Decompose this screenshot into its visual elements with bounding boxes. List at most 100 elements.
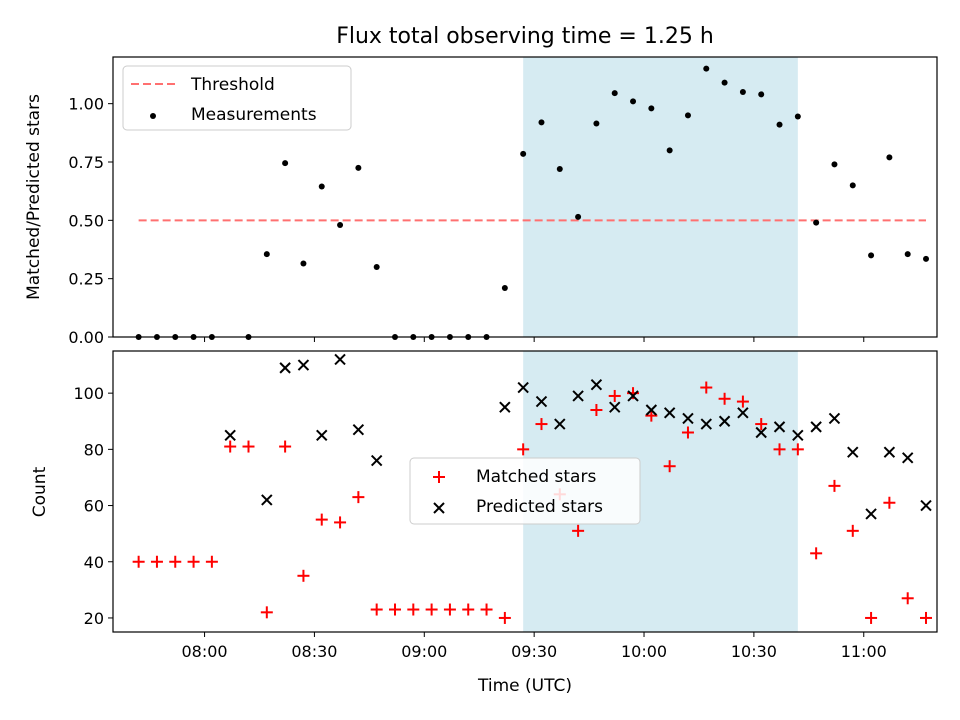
bottom-series-1 [132, 381, 933, 624]
bottom-series-1-point-38 [810, 547, 823, 560]
bottom-series-2-point-3-b [279, 362, 291, 374]
bottom-series-2-point-1 [224, 429, 236, 442]
bottom-series-1-point-17 [425, 603, 438, 616]
bottom-series-2-point-27 [828, 412, 841, 425]
top-series-1-point-14 [373, 264, 380, 270]
top-legend-box [122, 65, 352, 131]
top-axes-frame [112, 56, 938, 338]
bottom-series-2-point-16 [627, 390, 639, 402]
bottom-series-2-point-9-b [499, 401, 511, 413]
bottom-series-1-point-41 [865, 611, 878, 624]
top-series-1-point-37 [794, 113, 801, 120]
bottom-series-2-point-20-b [700, 418, 712, 430]
bottom-series-1-point-14 [370, 603, 383, 616]
bottom-series-2-point-6-b [334, 353, 346, 366]
top-series-1-point-43 [904, 251, 911, 258]
top-series-1-point-42 [886, 154, 893, 161]
top-y-tick-label-4: 0.75 [68, 153, 104, 172]
bottom-series-1-point-10 [297, 569, 310, 582]
bottom-y-tick-label-4: 80 [84, 440, 104, 459]
top-series-1-point-32 [703, 65, 710, 72]
bottom-series-2-point-13 [572, 390, 584, 402]
bottom-series-2-point-26 [810, 421, 822, 433]
legend-predicted-label: Predicted stars [476, 497, 603, 517]
bottom-series-1-point-22 [517, 443, 530, 456]
legend-matched-label: Matched stars [476, 467, 596, 487]
bottom-series-1-point-11 [315, 513, 328, 526]
bottom-series-2-point-14 [590, 379, 603, 391]
top-series-1-point-8 [263, 251, 270, 258]
bottom-series-1-point-33 [718, 392, 731, 405]
x-tick-label-3: 09:00 [401, 642, 447, 661]
bottom-series-1-point-15 [388, 603, 401, 616]
top-y-tick-label-3: 0.50 [68, 211, 104, 230]
bottom-series-2-point-15 [609, 401, 621, 413]
bottom-legend: Matched stars Predicted stars [409, 457, 641, 525]
top-y-axis-label: Matched/Predicted stars [24, 94, 44, 300]
top-series-1-point-41 [868, 252, 875, 259]
bottom-series-2-point-15-b [609, 401, 621, 413]
bottom-series-2-point-28 [847, 446, 859, 458]
bottom-series-2-point-2-b [261, 494, 273, 506]
top-legend: Threshold Measurements [122, 65, 352, 131]
bottom-series-2-point-23-b [755, 426, 767, 439]
x-tick-label-2: 08:30 [291, 642, 337, 661]
bottom-legend-box [409, 457, 641, 525]
legend-measurements-label: Measurements [191, 105, 317, 125]
top-series-1-point-31 [684, 112, 691, 119]
bottom-series-1-point-21 [498, 611, 511, 624]
top-series-1-point-9 [282, 160, 289, 167]
top-observing-window [523, 57, 798, 337]
bottom-series-2-point-25-b [792, 429, 804, 442]
top-series-1-point-26 [593, 120, 600, 127]
bottom-series-1-point-31 [681, 426, 694, 439]
bottom-series-2-point-22 [737, 407, 749, 419]
top-series-1-point-11 [318, 183, 325, 190]
bottom-series-1-point-44 [920, 611, 933, 624]
bottom-series-2-point-17 [645, 404, 658, 416]
top-series-1-point-13 [355, 164, 362, 171]
top-series-1-point-35 [758, 91, 765, 98]
x-tick-label-6: 10:30 [731, 642, 777, 661]
bottom-series-2-point-17-b [645, 404, 658, 416]
bottom-series-2-point-23 [755, 426, 767, 439]
bottom-series-2-point-8 [370, 454, 383, 467]
bottom-series-1-point-40 [846, 524, 859, 537]
bottom-series-2-point-13-b [572, 390, 584, 402]
bottom-series-1-point-26 [590, 404, 603, 417]
top-y-tick-label-5: 1.00 [68, 95, 104, 114]
bottom-series-1-point-8 [260, 606, 273, 619]
bottom-y-tick-label-3: 60 [84, 497, 104, 516]
bottom-series-2-point-7 [352, 423, 365, 436]
bottom-series-1-point-13 [352, 491, 365, 504]
bottom-series-1-point-35 [755, 418, 768, 431]
bottom-series-2-point-1-b [224, 429, 236, 442]
bottom-series-2-point-12-b [554, 418, 566, 430]
bottom-series-2-point-10 [517, 381, 529, 394]
bottom-series-2-point-31 [901, 452, 914, 464]
top-series-1-point-38 [813, 219, 820, 226]
count-panel: 20 40 60 80 100 08:00 08:30 09:00 09:30 10:00 10:3… [73, 350, 938, 661]
bottom-series-2-point-31-b [901, 452, 914, 464]
bottom-y-tick-label-1: 20 [84, 609, 104, 628]
bottom-series-2-point-18-b [663, 407, 676, 419]
bottom-series-1-point-27 [608, 389, 621, 402]
top-series-1-point-25 [575, 213, 582, 220]
x-tick-label-5: 10:00 [621, 642, 667, 661]
top-series-1-point-12 [337, 222, 344, 228]
bottom-series-1-point-20 [480, 603, 493, 616]
bottom-series-2-point-27-b [828, 412, 841, 425]
bottom-series-2-point-22-b [737, 407, 749, 419]
top-series-1-point-24 [556, 166, 563, 172]
bottom-series-1-point-6 [224, 440, 237, 453]
bottom-series-2-point-4 [297, 359, 310, 371]
bottom-series-2-point-30 [883, 446, 896, 458]
bottom-series-1-point-37 [791, 443, 804, 456]
x-tick-label-4: 09:30 [511, 642, 557, 661]
bottom-series-1-point-42 [883, 496, 896, 509]
bottom-series-2-point-30-b [883, 446, 896, 458]
bottom-series-2-point-19-b [682, 412, 694, 425]
bottom-series-2-point-16-b [627, 390, 639, 402]
legend-measurements-swatch [150, 113, 156, 119]
bottom-y-tick-label-5: 100 [73, 384, 104, 403]
